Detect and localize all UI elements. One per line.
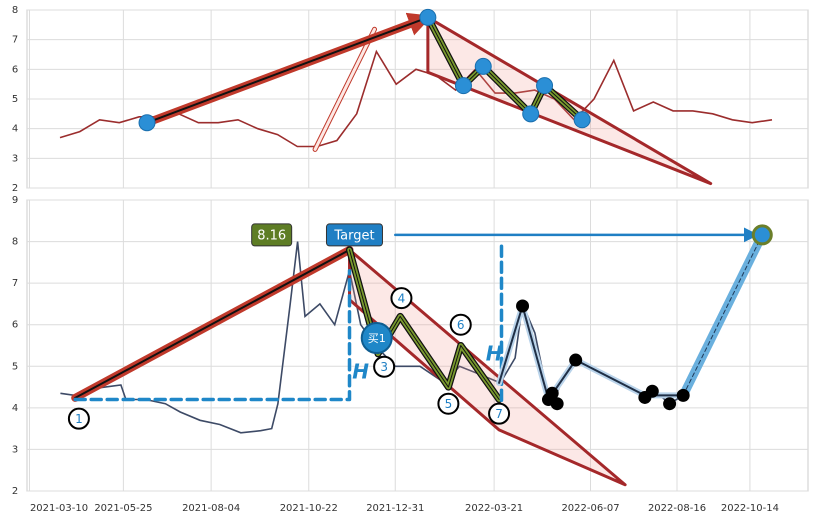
y-tick-label: 8: [12, 237, 18, 248]
y-tick-label: 8: [12, 5, 18, 16]
buy-bubble: [360, 322, 393, 355]
pattern-dot: [751, 224, 773, 246]
label-badge: [251, 223, 293, 247]
projection-line: [682, 234, 763, 396]
trend-line: [74, 248, 351, 399]
y-tick-label: 3: [12, 153, 18, 164]
y-tick-label: 5: [12, 94, 18, 105]
label-badge: [325, 223, 383, 247]
h-label: H: [352, 359, 369, 383]
y-tick-label: 6: [12, 64, 18, 75]
point-number-circle: [437, 392, 460, 415]
pattern-dot: [676, 388, 690, 402]
point-number: 6: [457, 318, 465, 332]
x-tick-label: 2022-08-16: [648, 503, 706, 514]
y-tick-label: 6: [12, 320, 18, 331]
x-tick-label: 2022-10-14: [721, 503, 779, 514]
point-number: 7: [495, 407, 503, 421]
pattern-dot: [536, 77, 554, 95]
guide-line: [73, 268, 352, 402]
path-line: [498, 305, 685, 401]
point-number-circle: [449, 313, 472, 336]
x-tick-label: 2021-08-04: [182, 503, 240, 514]
outline-arrow-line: [313, 27, 376, 151]
x-tick-label: 2022-03-21: [465, 503, 523, 514]
pattern-dot: [550, 397, 564, 411]
y-tick-label: 4: [12, 124, 18, 135]
bubble-text: 买1: [368, 332, 386, 345]
x-tick-label: 2021-05-25: [94, 503, 152, 514]
pattern-dot: [522, 105, 540, 123]
point-number-circle: [390, 287, 413, 310]
pattern-dot: [516, 299, 530, 313]
projection-line: [678, 230, 767, 400]
x-tick-label: 2022-06-07: [561, 503, 619, 514]
h-label: H: [486, 342, 503, 366]
point-number-circle: [67, 407, 90, 430]
pattern-dot: [663, 397, 677, 411]
pattern-dot: [645, 384, 659, 398]
point-number-circle: [488, 402, 511, 425]
point-number: 3: [380, 360, 388, 374]
pattern-dot: [569, 353, 583, 367]
wedge: [426, 15, 713, 186]
trend-line: [146, 16, 429, 124]
pattern-dot: [573, 111, 591, 129]
x-tick-label: 2021-03-10: [30, 503, 88, 514]
point-number: 1: [75, 412, 83, 426]
y-tick-label: 7: [12, 35, 18, 46]
point-number-circle: [373, 355, 396, 378]
pattern-dot: [454, 77, 472, 95]
pattern-dot: [138, 114, 156, 132]
pattern-dot: [419, 8, 437, 26]
pattern-dot: [545, 386, 559, 400]
y-tick-label: 3: [12, 444, 18, 455]
y-tick-label: 5: [12, 361, 18, 372]
badge-text: 8.16: [257, 228, 286, 243]
y-tick-label: 9: [12, 195, 18, 206]
y-tick-label: 2: [12, 183, 18, 194]
y-tick-label: 7: [12, 278, 18, 289]
y-tick-label: 2: [12, 486, 18, 497]
x-tick-label: 2021-12-31: [366, 503, 424, 514]
pattern-dot: [474, 57, 492, 75]
badge-text: Target: [333, 228, 374, 243]
point-number: 5: [445, 397, 453, 411]
point-number: 4: [398, 292, 406, 306]
x-tick-label: 2021-10-22: [280, 503, 338, 514]
y-tick-label: 4: [12, 403, 18, 414]
